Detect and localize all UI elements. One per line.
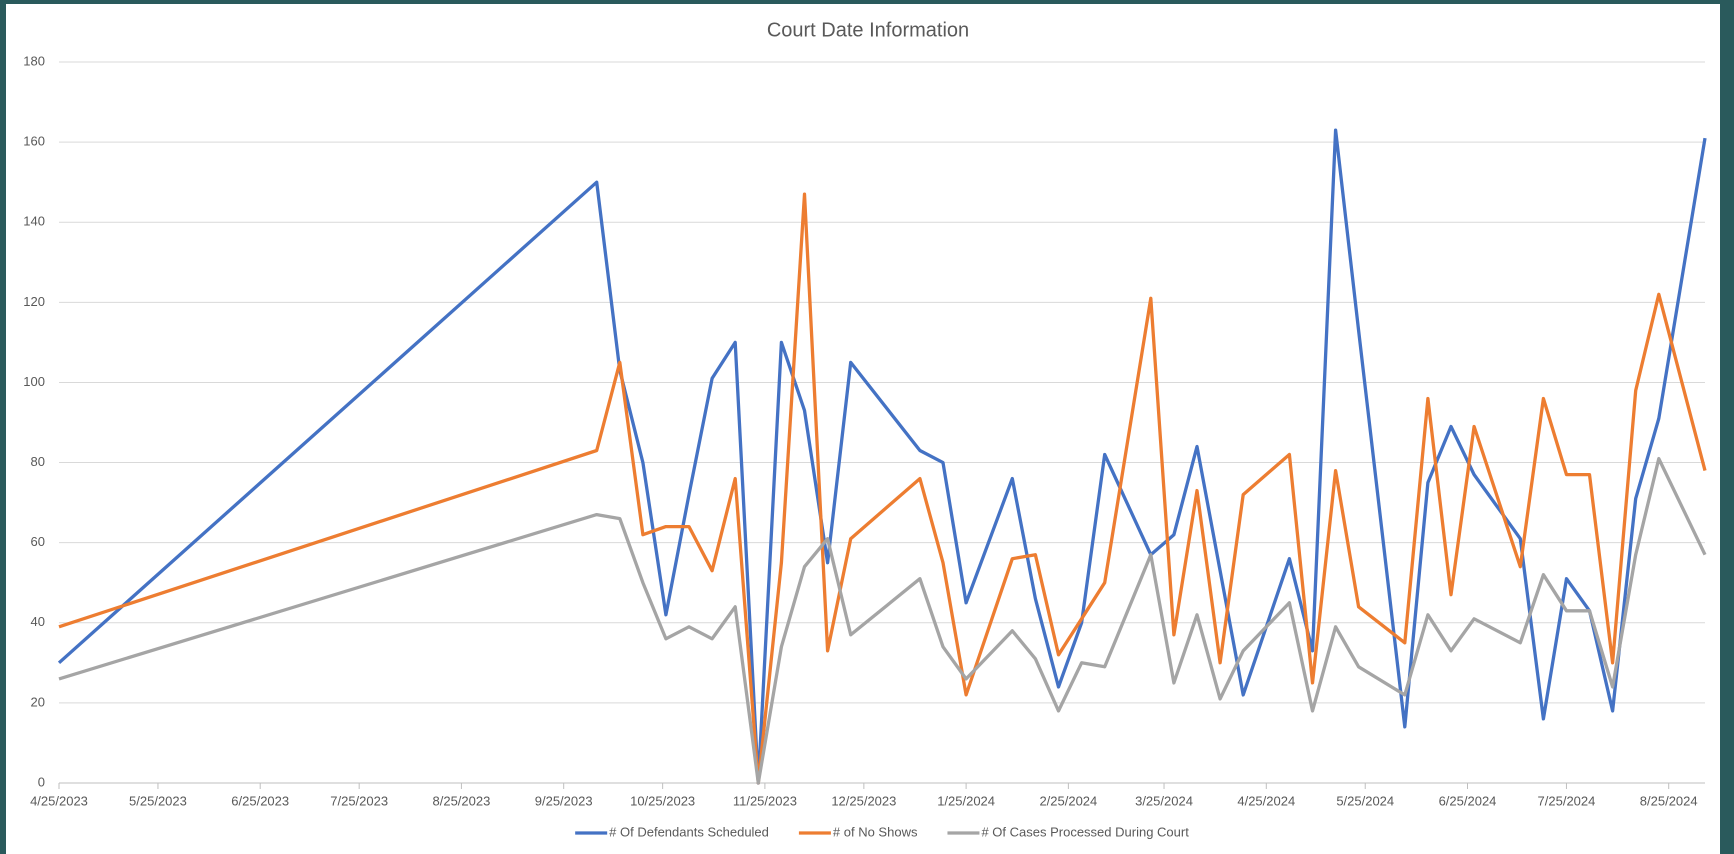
x-tick-label: 8/25/2024 [1640, 793, 1698, 808]
x-tick-label: 1/25/2024 [937, 793, 995, 808]
x-tick-label: 6/25/2024 [1439, 793, 1497, 808]
y-tick-label: 60 [31, 534, 45, 549]
y-tick-label: 160 [23, 134, 45, 149]
x-tick-label: 11/25/2023 [733, 793, 797, 808]
y-tick-label: 140 [23, 214, 45, 229]
x-tick-label: 4/25/2024 [1237, 793, 1295, 808]
legend-label: # Of Cases Processed During Court [981, 824, 1189, 839]
x-tick-label: 7/25/2024 [1538, 793, 1596, 808]
legend-label: # Of Defendants Scheduled [609, 824, 769, 839]
y-tick-label: 120 [23, 294, 45, 309]
x-tick-label: 5/25/2024 [1336, 793, 1394, 808]
x-tick-label: 8/25/2023 [433, 793, 491, 808]
x-tick-label: 7/25/2023 [330, 793, 388, 808]
y-tick-label: 0 [38, 774, 45, 789]
x-tick-label: 6/25/2023 [231, 793, 289, 808]
x-tick-label: 10/25/2023 [630, 793, 695, 808]
series-line [57, 128, 1707, 785]
series-line [58, 456, 1707, 785]
y-tick-label: 180 [23, 53, 45, 68]
series-line [58, 192, 1707, 785]
chart-area [6, 4, 1720, 854]
x-tick-label: 4/25/2023 [30, 793, 88, 808]
x-tick-label: 2/25/2024 [1039, 793, 1097, 808]
legend-label: # of No Shows [833, 824, 918, 839]
x-tick-label: 9/25/2023 [535, 793, 593, 808]
y-tick-label: 80 [31, 454, 45, 469]
y-tick-label: 40 [31, 614, 45, 629]
x-tick-label: 3/25/2024 [1135, 793, 1193, 808]
x-tick-label: 5/25/2023 [129, 793, 187, 808]
y-tick-label: 20 [31, 694, 45, 709]
y-tick-label: 100 [23, 374, 45, 389]
x-tick-label: 12/25/2023 [831, 793, 896, 808]
chart-title: Court Date Information [767, 19, 969, 41]
